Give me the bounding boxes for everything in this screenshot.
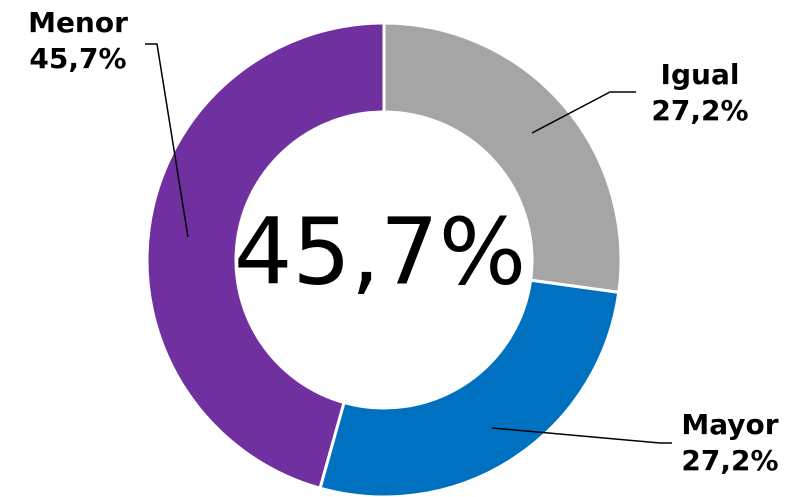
slice-category: Mayor [681,408,778,441]
leader-line [145,43,189,238]
center-label: 45,7% [234,198,526,305]
slice-value: 27,2% [681,444,778,477]
leader-line [491,427,672,444]
donut-slice [382,21,623,294]
donut-slice [145,21,386,491]
leader-line [531,91,636,134]
slice-category: Igual [661,58,740,91]
slice-value: 27,2% [651,94,748,127]
slice-category: Menor [28,6,128,39]
donut-slice [318,278,621,497]
slice-value: 45,7% [29,42,126,75]
